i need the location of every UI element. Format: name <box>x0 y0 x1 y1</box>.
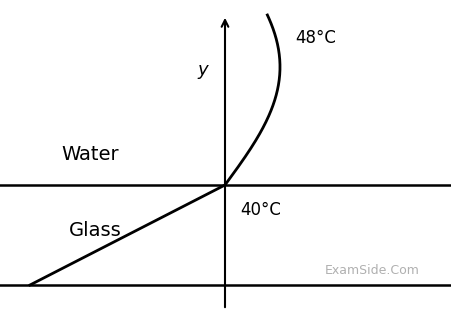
Text: 48°C: 48°C <box>295 29 336 47</box>
Text: Glass: Glass <box>69 220 121 240</box>
Text: 40°C: 40°C <box>240 201 281 219</box>
Text: ExamSide.Com: ExamSide.Com <box>325 264 420 277</box>
Text: y: y <box>198 61 208 79</box>
Text: Water: Water <box>61 145 119 165</box>
